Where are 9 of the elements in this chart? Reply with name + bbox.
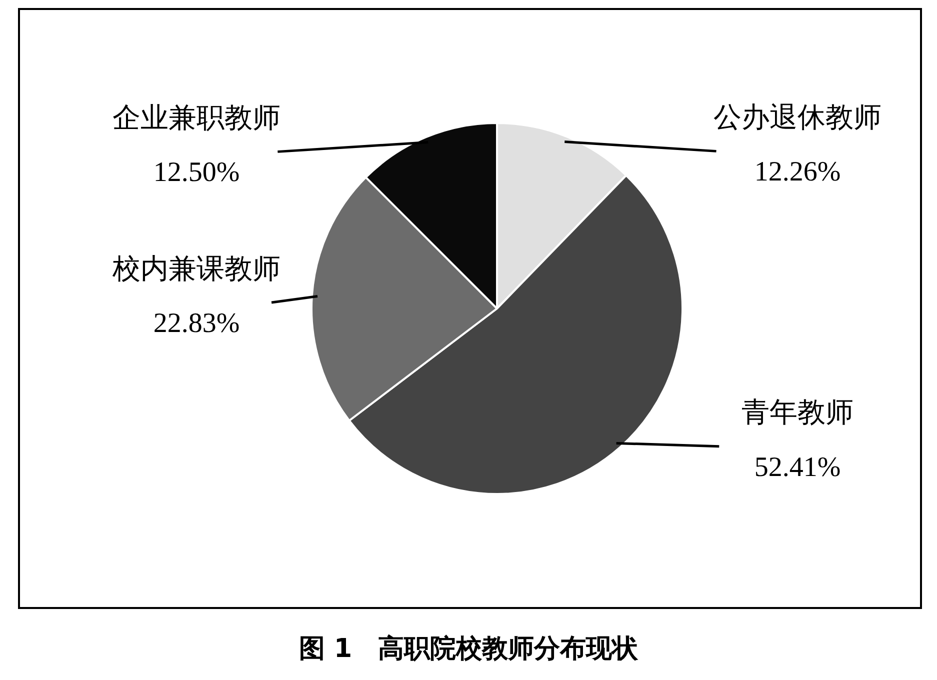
data-label: 22.83% (153, 308, 240, 339)
slice-label: 企业兼职教师 (112, 100, 280, 134)
data-label: 12.50% (153, 157, 240, 188)
text: 图 1 高职院校教师分布现状 (298, 633, 640, 666)
slice-label: 公办退休教师 (714, 100, 882, 134)
data-label: 12.26% (754, 156, 841, 188)
slice-label: 校内兼课教师 (112, 252, 280, 285)
slice-label: 青年教师 (742, 396, 854, 429)
data-label: 52.41% (754, 452, 841, 483)
